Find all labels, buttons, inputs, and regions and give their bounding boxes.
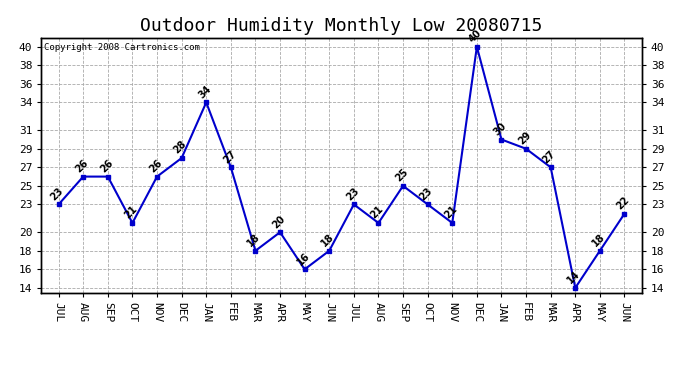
- Text: 23: 23: [418, 186, 435, 202]
- Text: 22: 22: [615, 195, 631, 211]
- Text: 27: 27: [541, 148, 558, 165]
- Text: 29: 29: [516, 130, 533, 147]
- Text: 18: 18: [319, 232, 336, 249]
- Text: Copyright 2008 Cartronics.com: Copyright 2008 Cartronics.com: [44, 43, 200, 52]
- Text: 23: 23: [49, 186, 66, 202]
- Text: 21: 21: [442, 204, 459, 221]
- Text: 18: 18: [590, 232, 607, 249]
- Text: 28: 28: [172, 139, 188, 156]
- Text: 21: 21: [123, 204, 139, 221]
- Text: 27: 27: [221, 148, 238, 165]
- Text: 26: 26: [98, 158, 115, 174]
- Text: 26: 26: [147, 158, 164, 174]
- Text: 40: 40: [467, 28, 484, 45]
- Text: 25: 25: [393, 167, 410, 184]
- Text: 30: 30: [492, 121, 509, 137]
- Text: 14: 14: [566, 269, 582, 286]
- Text: 18: 18: [246, 232, 262, 249]
- Text: 20: 20: [270, 213, 287, 230]
- Title: Outdoor Humidity Monthly Low 20080715: Outdoor Humidity Monthly Low 20080715: [140, 16, 543, 34]
- Text: 34: 34: [197, 84, 213, 100]
- Text: 26: 26: [74, 158, 90, 174]
- Text: 16: 16: [295, 251, 312, 267]
- Text: 21: 21: [368, 204, 385, 221]
- Text: 23: 23: [344, 186, 361, 202]
